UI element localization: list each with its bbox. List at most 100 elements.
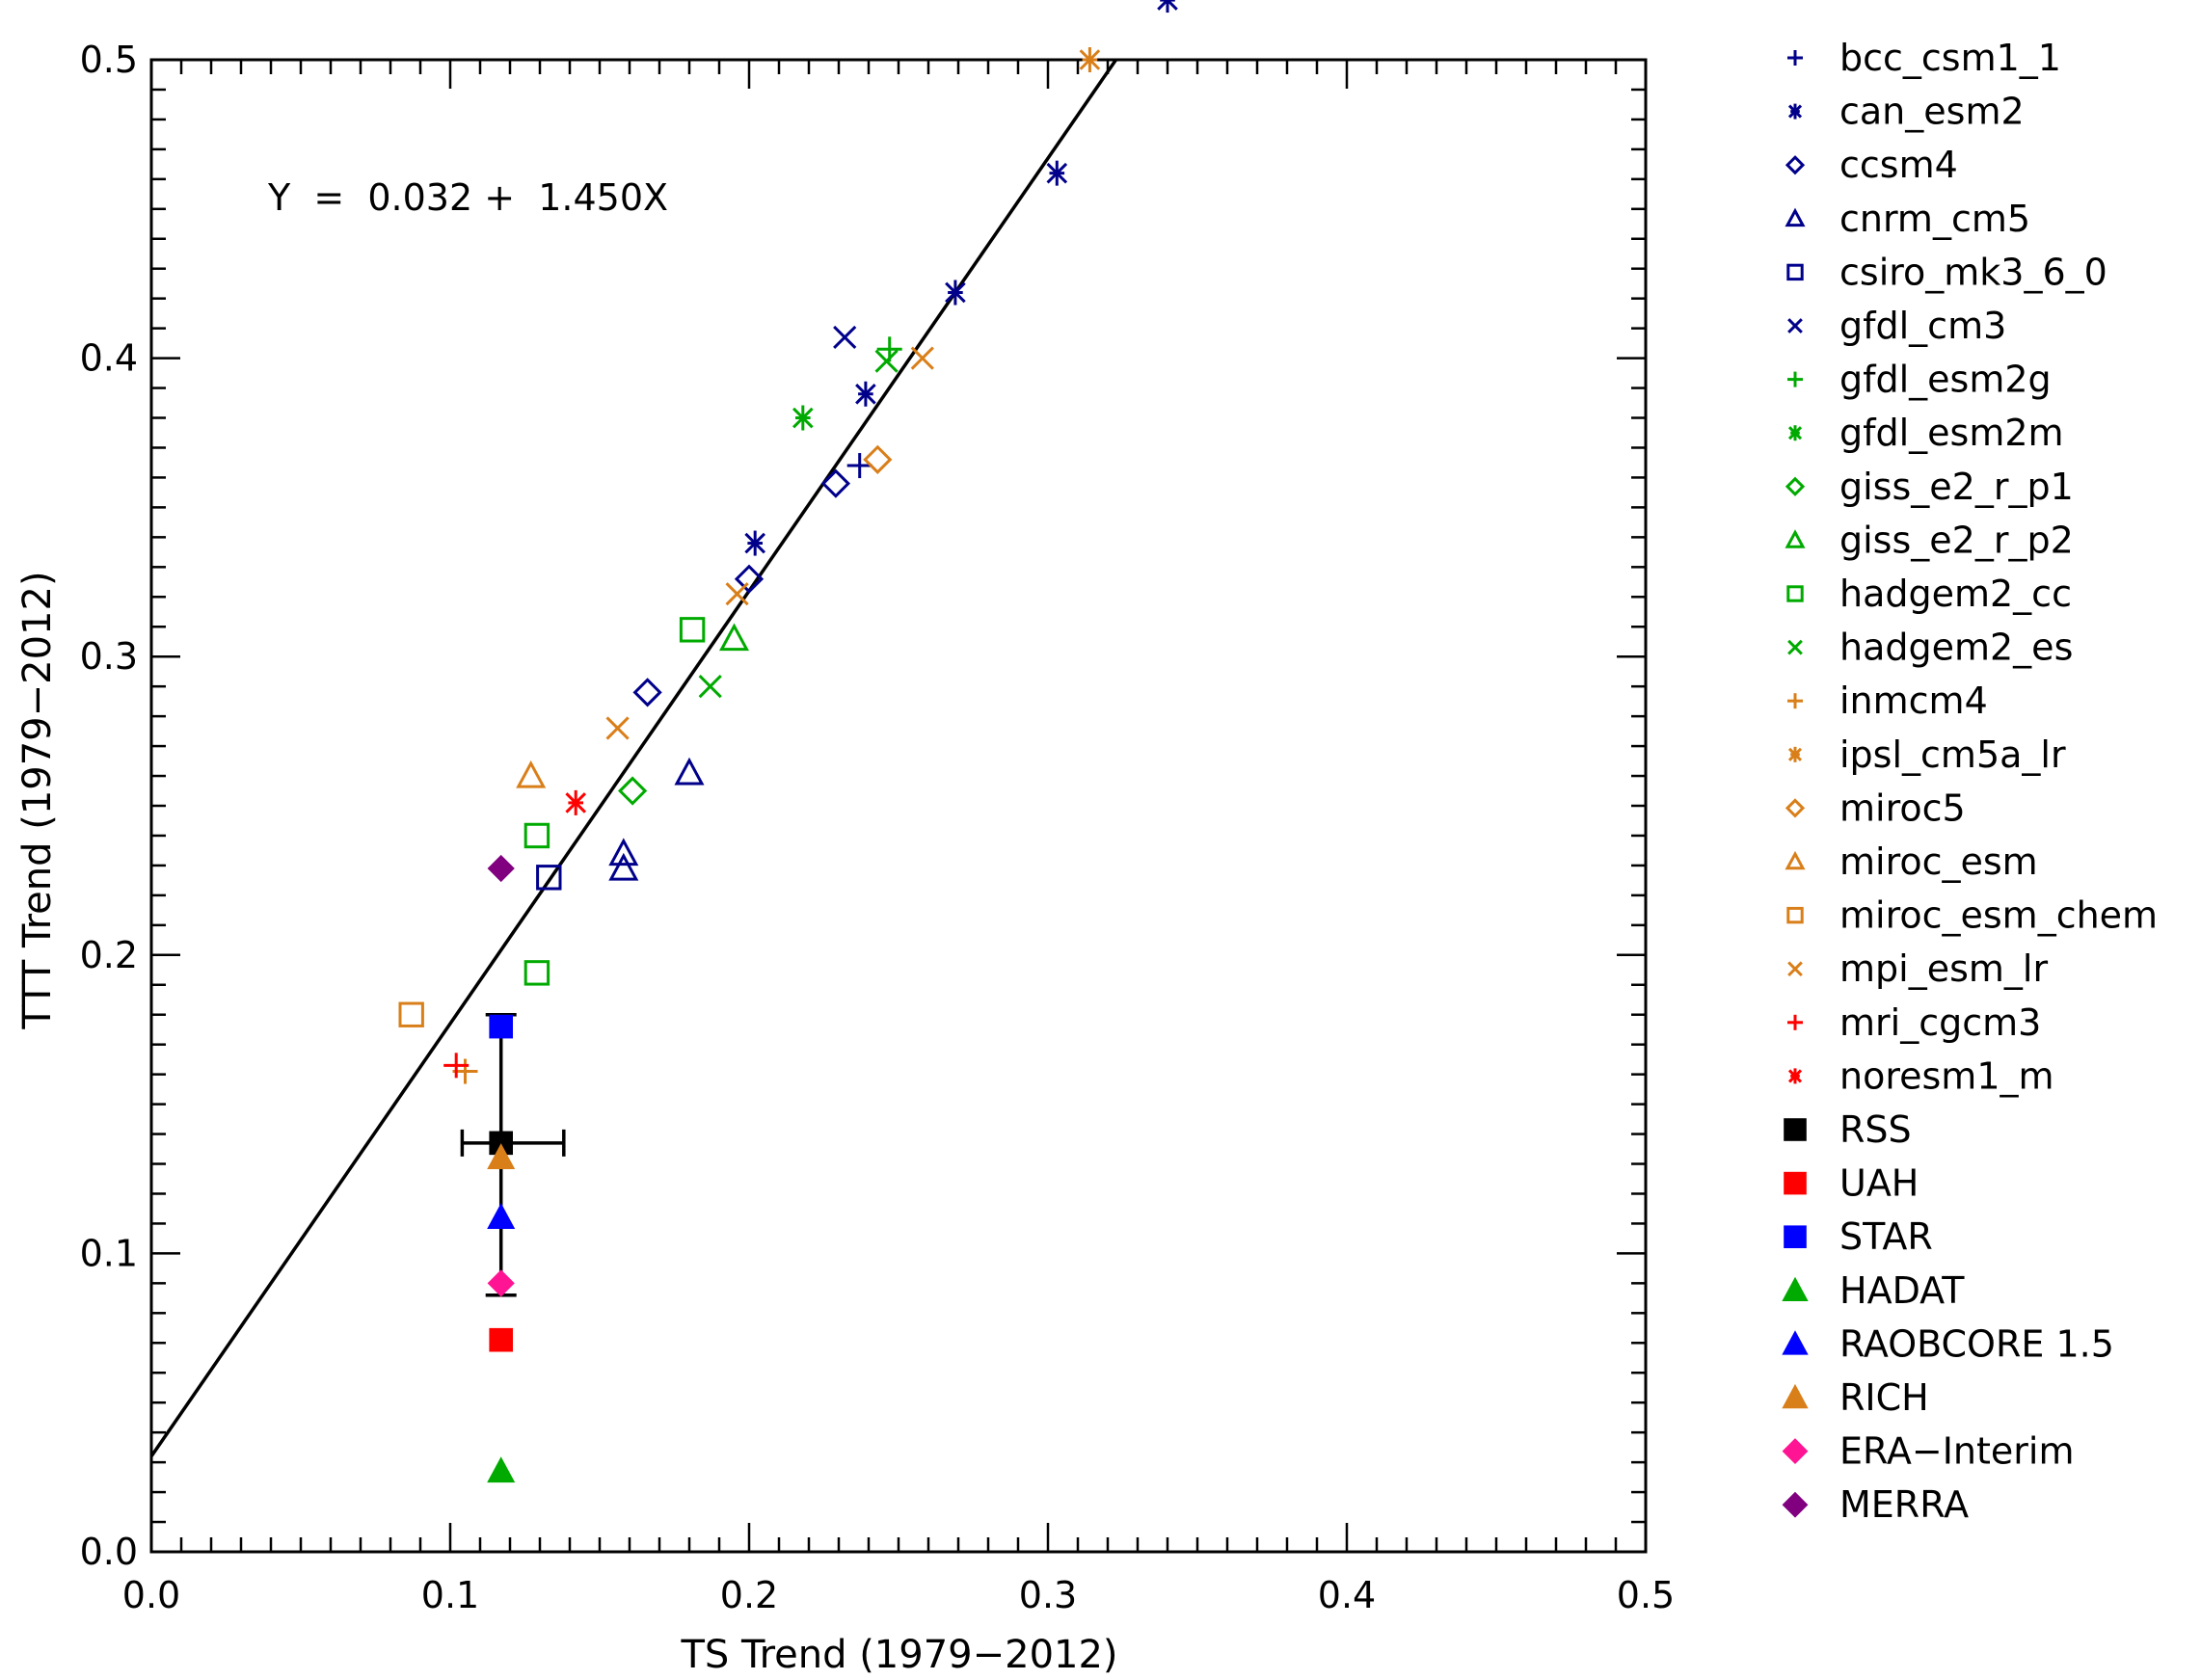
x-tick-label: 0.2: [720, 1574, 778, 1616]
y-tick-label: 0.2: [80, 934, 138, 976]
legend-label: STAR: [1839, 1215, 1933, 1258]
marker-shape: [1785, 155, 1806, 175]
y-tick-label: 0.5: [80, 39, 138, 81]
marker-shape: [1786, 263, 1804, 281]
legend-item: noresm1_m: [1787, 1054, 2054, 1097]
y-tick-label: 0.3: [80, 635, 138, 678]
marker-shape: [523, 960, 550, 986]
legend-marker: [1785, 476, 1806, 496]
data-point: [617, 776, 648, 806]
data-point: [398, 1001, 424, 1027]
legend-label: gfdl_esm2m: [1839, 412, 2064, 454]
legend-item: hadgem2_es: [1787, 627, 2073, 669]
axis-ticks: [149, 58, 1648, 1554]
marker-shape: [1782, 1330, 1809, 1355]
data-point: [679, 617, 706, 643]
legend-label: HADAT: [1839, 1269, 1965, 1312]
marker-shape: [1785, 798, 1806, 818]
legend-item: can_esm2: [1787, 91, 2025, 133]
regression-equation: Y = 0.032 + 1.450X: [267, 176, 668, 219]
marker-shape: [1782, 1438, 1809, 1465]
legend-item: STAR: [1784, 1215, 1933, 1258]
legend-marker: [1786, 906, 1804, 924]
marker-shape: [608, 838, 639, 867]
marker-shape: [632, 678, 662, 707]
marker-stroke: [874, 349, 899, 373]
data-point: [910, 346, 934, 370]
legend-label: ccsm4: [1839, 144, 1958, 186]
data-point: [523, 960, 550, 986]
x-tick-label: 0.5: [1617, 1574, 1675, 1616]
legend-label: mpi_esm_lr: [1839, 947, 2048, 990]
marker-shape: [1785, 207, 1806, 227]
marker-shape: [734, 564, 765, 594]
marker-stroke: [1787, 639, 1803, 655]
legend-label: ipsl_cm5a_lr: [1839, 733, 2066, 776]
legend-marker: [1787, 1068, 1803, 1084]
legend-label: RAOBCORE 1.5: [1839, 1322, 2114, 1365]
legend-item: gfdl_esm2g: [1787, 359, 2052, 401]
data-point: [487, 1203, 516, 1229]
legend-label: cnrm_cm5: [1839, 198, 2030, 240]
data-point: [632, 678, 662, 707]
legend-item: cnrm_cm5: [1785, 198, 2030, 240]
marker-shape: [1782, 1383, 1809, 1409]
observation-error-bars: [460, 1012, 566, 1297]
data-point: [605, 716, 630, 740]
legend-marker: [1786, 263, 1804, 281]
y-tick-label: 0.1: [80, 1232, 138, 1274]
data-point: [1046, 160, 1068, 186]
marker-stroke: [910, 346, 934, 370]
legend-item: MERRA: [1782, 1483, 1969, 1526]
legend-marker: [1785, 798, 1806, 818]
marker-shape: [1782, 1491, 1809, 1518]
legend-marker: [1784, 1118, 1807, 1141]
legend-label: miroc_esm: [1839, 840, 2038, 883]
marker-shape: [617, 776, 648, 806]
data-point: [608, 852, 639, 881]
data-point: [725, 582, 749, 606]
marker-shape: [1782, 1276, 1809, 1301]
marker-shape: [516, 760, 547, 788]
y-axis-title: TTT Trend (1979−2012): [15, 571, 60, 1029]
marker-shape: [489, 1327, 513, 1352]
legend-marker: [1785, 207, 1806, 227]
plot-area: [149, 58, 1648, 1554]
legend-marker: [1782, 1330, 1809, 1355]
legend-label: inmcm4: [1839, 680, 1988, 722]
legend-item: hadgem2_cc: [1786, 573, 2072, 615]
marker-shape: [489, 1014, 513, 1039]
legend-marker: [1785, 155, 1806, 175]
legend-marker: [1787, 318, 1803, 333]
legend-label: noresm1_m: [1839, 1054, 2054, 1097]
marker-shape: [1785, 529, 1806, 548]
fit-line: [149, 59, 1117, 1457]
marker-shape: [536, 865, 562, 891]
marker-shape: [1786, 906, 1804, 924]
marker-shape: [1784, 1118, 1807, 1141]
data-points: [398, 0, 1178, 1483]
legend-label: hadgem2_es: [1839, 627, 2073, 669]
marker-stroke: [1787, 961, 1803, 977]
legend-item: ERA−Interim: [1782, 1430, 2074, 1473]
marker-shape: [679, 617, 706, 643]
marker-shape: [674, 757, 705, 786]
legend-marker: [1787, 425, 1803, 441]
data-point: [792, 405, 814, 431]
legend-marker: [1787, 50, 1803, 66]
data-point: [698, 675, 722, 699]
legend-item: ccsm4: [1785, 144, 1958, 186]
legend-marker: [1787, 639, 1803, 655]
marker-stroke: [605, 716, 630, 740]
marker-shape: [487, 1203, 516, 1229]
legend-label: hadgem2_cc: [1839, 573, 2072, 615]
legend-item: mpi_esm_lr: [1787, 947, 2048, 990]
legend-marker: [1782, 1438, 1809, 1465]
legend-marker: [1786, 585, 1804, 602]
legend-label: miroc_esm_chem: [1839, 894, 2158, 937]
marker-shape: [487, 1456, 516, 1483]
marker-shape: [608, 852, 639, 881]
marker-shape: [487, 1269, 515, 1297]
data-point: [487, 854, 515, 883]
